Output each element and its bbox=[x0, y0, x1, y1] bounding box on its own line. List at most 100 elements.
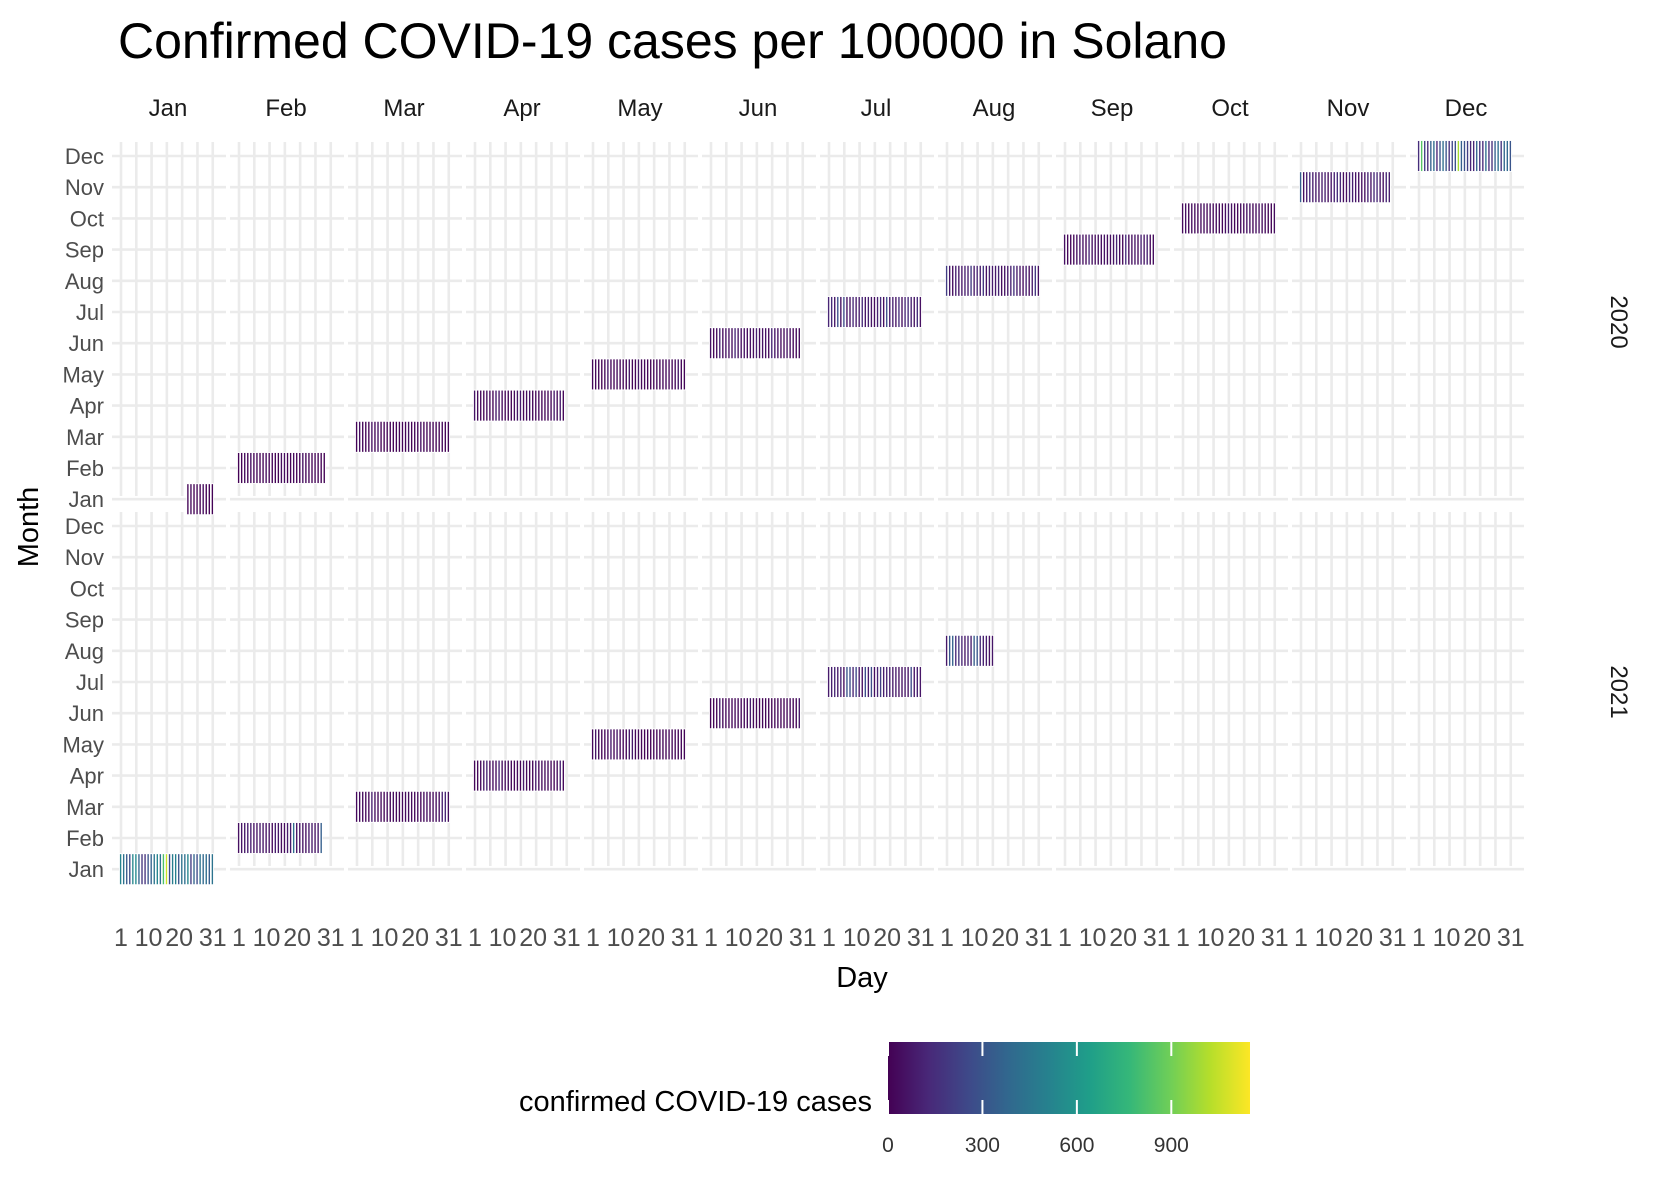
heatmap-tile bbox=[845, 666, 849, 698]
heatmap-tile bbox=[1363, 171, 1367, 204]
heatmap-tile bbox=[975, 634, 979, 667]
x-tick-label: 10 bbox=[1197, 924, 1225, 952]
y-tick-label: May bbox=[62, 362, 104, 387]
heatmap-tile bbox=[606, 358, 610, 391]
heatmap-tile bbox=[612, 728, 616, 761]
heatmap-tile bbox=[836, 296, 840, 328]
heatmap-tile bbox=[643, 358, 647, 391]
heatmap-tile bbox=[1344, 171, 1349, 204]
heatmap-tile bbox=[506, 389, 510, 422]
heatmap-tile bbox=[1030, 264, 1034, 297]
heatmap-tile bbox=[761, 327, 765, 360]
heatmap-tile bbox=[900, 666, 904, 698]
x-tick-label: 10 bbox=[1433, 924, 1461, 952]
tile-group bbox=[709, 697, 801, 730]
facet-strips: Jan Feb Mar Apr May Jun Jul Aug Sep Oct Nov Dec 2020… bbox=[149, 95, 1632, 719]
heatmap-tile bbox=[397, 420, 402, 453]
x-tick-label: 31 bbox=[1261, 924, 1289, 952]
heatmap-tile bbox=[966, 264, 970, 297]
heatmap-tile bbox=[204, 853, 208, 886]
heatmap-tile bbox=[434, 790, 438, 823]
heatmap-tile bbox=[879, 296, 883, 328]
heatmap-tile bbox=[1087, 233, 1091, 266]
heatmap-tile bbox=[918, 666, 922, 698]
heatmap-tile bbox=[164, 853, 169, 886]
heatmap-tile bbox=[134, 853, 138, 886]
heatmap-tile bbox=[987, 634, 991, 667]
heatmap-tile bbox=[1027, 264, 1031, 297]
heatmap-tile bbox=[764, 697, 768, 730]
heatmap-tile bbox=[1000, 264, 1004, 297]
heatmap-tile bbox=[1351, 171, 1355, 204]
heatmap-tile bbox=[322, 452, 326, 484]
x-tick-label: 10 bbox=[961, 924, 989, 952]
heatmap-tile bbox=[1033, 264, 1037, 297]
heatmap-tile bbox=[512, 759, 516, 792]
heatmap-tile bbox=[715, 697, 719, 730]
heatmap-tile bbox=[473, 759, 477, 792]
tile-group bbox=[591, 358, 686, 391]
heatmap-tile bbox=[679, 358, 683, 391]
heatmap-tile bbox=[500, 389, 504, 422]
heatmap-tile bbox=[1269, 202, 1273, 235]
heatmap-tile bbox=[872, 296, 877, 328]
heatmap-tile bbox=[639, 358, 644, 391]
heatmap-tile bbox=[827, 296, 831, 328]
tile-group bbox=[355, 790, 450, 823]
heatmap-tile bbox=[485, 759, 489, 792]
legend-tick-label: 600 bbox=[1059, 1134, 1094, 1157]
heatmap-tile bbox=[171, 853, 175, 886]
heatmap-tile bbox=[443, 790, 447, 823]
heatmap-tile bbox=[978, 264, 982, 297]
heatmap-tile bbox=[945, 634, 949, 667]
heatmap-tile bbox=[446, 790, 450, 823]
heatmap-tile bbox=[1311, 171, 1315, 204]
x-tick-label: 1 bbox=[1412, 924, 1426, 952]
heatmap-tile bbox=[900, 296, 904, 328]
heatmap-tile bbox=[531, 389, 535, 422]
facet-column-label: Apr bbox=[503, 95, 540, 122]
heatmap-tile bbox=[773, 327, 777, 360]
heatmap-tile bbox=[391, 420, 395, 453]
heatmap-tile bbox=[782, 697, 786, 730]
heatmap-tile bbox=[1354, 171, 1358, 204]
heatmap-tile bbox=[1423, 140, 1427, 172]
heatmap-tile bbox=[745, 697, 749, 730]
heatmap-tile bbox=[1435, 140, 1439, 172]
heatmap-tile bbox=[724, 327, 728, 360]
heatmap-tile bbox=[609, 358, 613, 391]
heatmap-tile bbox=[549, 389, 553, 422]
heatmap-tile bbox=[975, 264, 979, 297]
heatmap-tile bbox=[246, 822, 250, 854]
heatmap-tile bbox=[1226, 202, 1231, 235]
heatmap-tile bbox=[682, 728, 686, 761]
heatmap-tile bbox=[1193, 202, 1197, 235]
heatmap-tile bbox=[434, 420, 438, 453]
heatmap-tile bbox=[1429, 140, 1433, 172]
heatmap-tile bbox=[885, 296, 889, 328]
x-tick-label: 1 bbox=[940, 924, 954, 952]
heatmap-tile bbox=[1115, 233, 1119, 266]
heatmap-tile bbox=[633, 358, 637, 391]
x-tick-label: 20 bbox=[1345, 924, 1373, 952]
heatmap-tile bbox=[276, 822, 280, 854]
heatmap-tile bbox=[624, 728, 628, 761]
heatmap-tile bbox=[591, 728, 595, 761]
heatmap-tile bbox=[1447, 140, 1451, 172]
heatmap-tile bbox=[748, 697, 752, 730]
heatmap-tile bbox=[984, 634, 988, 667]
heatmap-tile bbox=[552, 389, 556, 422]
heatmap-tile bbox=[1006, 264, 1010, 297]
heatmap-tile bbox=[210, 853, 214, 886]
x-tick-label: 1 bbox=[468, 924, 482, 952]
heatmap-tile bbox=[282, 452, 287, 484]
heatmap-tile bbox=[957, 634, 961, 667]
heatmap-tile bbox=[709, 697, 713, 730]
heatmap-tile bbox=[446, 420, 450, 453]
legend-tick-label: 300 bbox=[965, 1134, 1000, 1157]
y-tick-label: Feb bbox=[66, 456, 104, 481]
heatmap-tile bbox=[897, 296, 901, 328]
heatmap-tile bbox=[304, 822, 308, 854]
heatmap-tile bbox=[724, 697, 728, 730]
heatmap-tile bbox=[618, 358, 622, 391]
